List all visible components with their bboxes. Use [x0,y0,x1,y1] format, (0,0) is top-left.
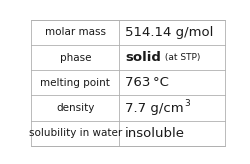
Text: 3: 3 [184,99,190,108]
Text: 763 °C: 763 °C [125,76,169,89]
Text: solid: solid [125,51,161,64]
Text: 7.7 g/cm: 7.7 g/cm [125,102,184,115]
Text: molar mass: molar mass [45,27,106,37]
Text: insoluble: insoluble [125,127,185,140]
Text: phase: phase [60,53,91,62]
Text: 514.14 g/mol: 514.14 g/mol [125,26,214,39]
Text: melting point: melting point [40,78,110,88]
Text: solubility in water: solubility in water [29,128,122,138]
Text: (at STP): (at STP) [162,53,200,62]
Text: density: density [56,103,94,113]
